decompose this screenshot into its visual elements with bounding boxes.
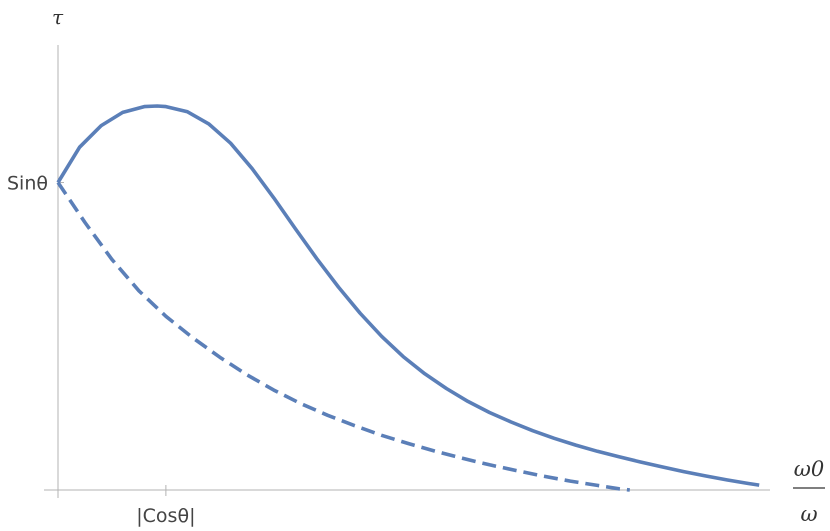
labels: τ ω0 ω: [52, 5, 825, 526]
y-axis-label: τ: [52, 5, 64, 29]
series-layer: [56, 104, 760, 492]
x-tick-label: |Cosθ|: [136, 505, 195, 527]
x-axis-label-denominator: ω: [800, 502, 817, 526]
y-tick-label: Sinθ: [7, 173, 48, 195]
x-axis-label-numerator: ω0: [794, 457, 825, 481]
axes: |Cosθ| Sinθ: [7, 45, 770, 527]
series-line-solid: [56, 104, 760, 487]
series-line-dashed: [56, 181, 630, 492]
